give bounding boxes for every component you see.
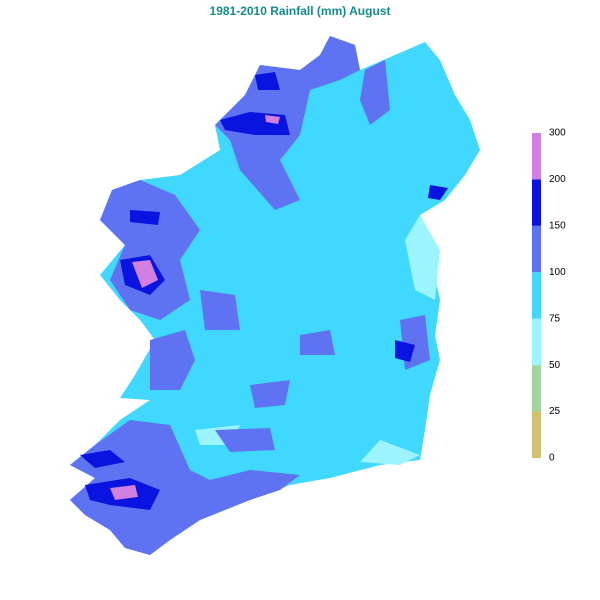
wet-areas	[70, 36, 430, 555]
wettest-areas	[110, 115, 280, 500]
legend-swatch	[532, 133, 541, 180]
legend-tick-label: 75	[549, 313, 561, 324]
legend-swatch	[532, 365, 541, 412]
legend-tick-label: 25	[549, 406, 561, 417]
legend-tick-label: 100	[549, 267, 566, 278]
legend-tick-label: 200	[549, 174, 566, 185]
legend-tick-label: 50	[549, 360, 561, 371]
legend-swatch	[532, 225, 541, 273]
land-base	[70, 36, 480, 555]
ireland-map	[70, 36, 480, 555]
legend-swatch	[532, 179, 541, 226]
legend-tick-label: 0	[549, 453, 555, 464]
legend-swatch	[532, 272, 541, 319]
color-legend: 0 25 50 75 100 150 200 300	[532, 128, 566, 464]
legend-tick-label: 150	[549, 220, 566, 231]
legend-swatch	[532, 318, 541, 366]
map-title: 1981-2010 Rainfall (mm) August	[210, 4, 391, 18]
legend-tick-label: 300	[549, 128, 566, 139]
legend-swatch	[532, 411, 541, 458]
